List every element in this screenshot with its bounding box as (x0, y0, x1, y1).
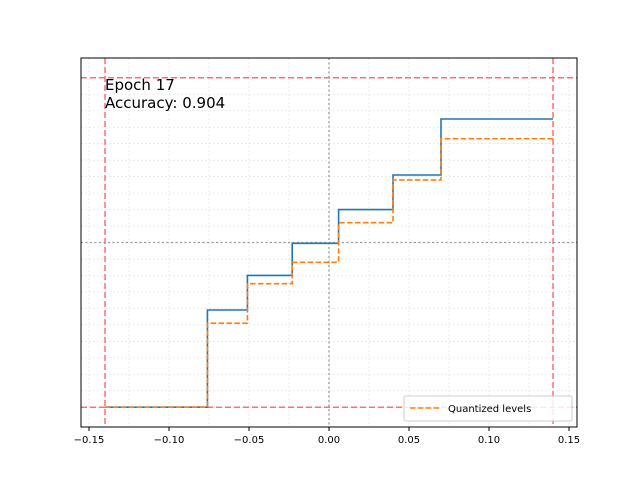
annotation-epoch: Epoch 17 (105, 76, 175, 94)
annotation-accuracy: Accuracy: 0.904 (105, 94, 225, 112)
x-axis-ticks: −0.15 −0.10 −0.05 0.00 0.05 0.10 0.15 (74, 427, 580, 446)
x-tick-label: −0.15 (74, 435, 105, 446)
x-tick-label: 0.00 (318, 435, 340, 446)
legend-label-quantized: Quantized levels (448, 404, 531, 415)
x-tick-label: −0.10 (154, 435, 185, 446)
x-tick-label: −0.05 (234, 435, 265, 446)
x-tick-label: 0.10 (478, 435, 500, 446)
series-line-full-precision (105, 118, 553, 409)
legend-box (403, 395, 573, 422)
series-line-quantized (105, 137, 553, 409)
x-tick-label: 0.05 (398, 435, 420, 446)
x-tick-label: 0.15 (558, 435, 580, 446)
legend: Quantized levels (403, 395, 573, 422)
series-group (105, 118, 553, 409)
